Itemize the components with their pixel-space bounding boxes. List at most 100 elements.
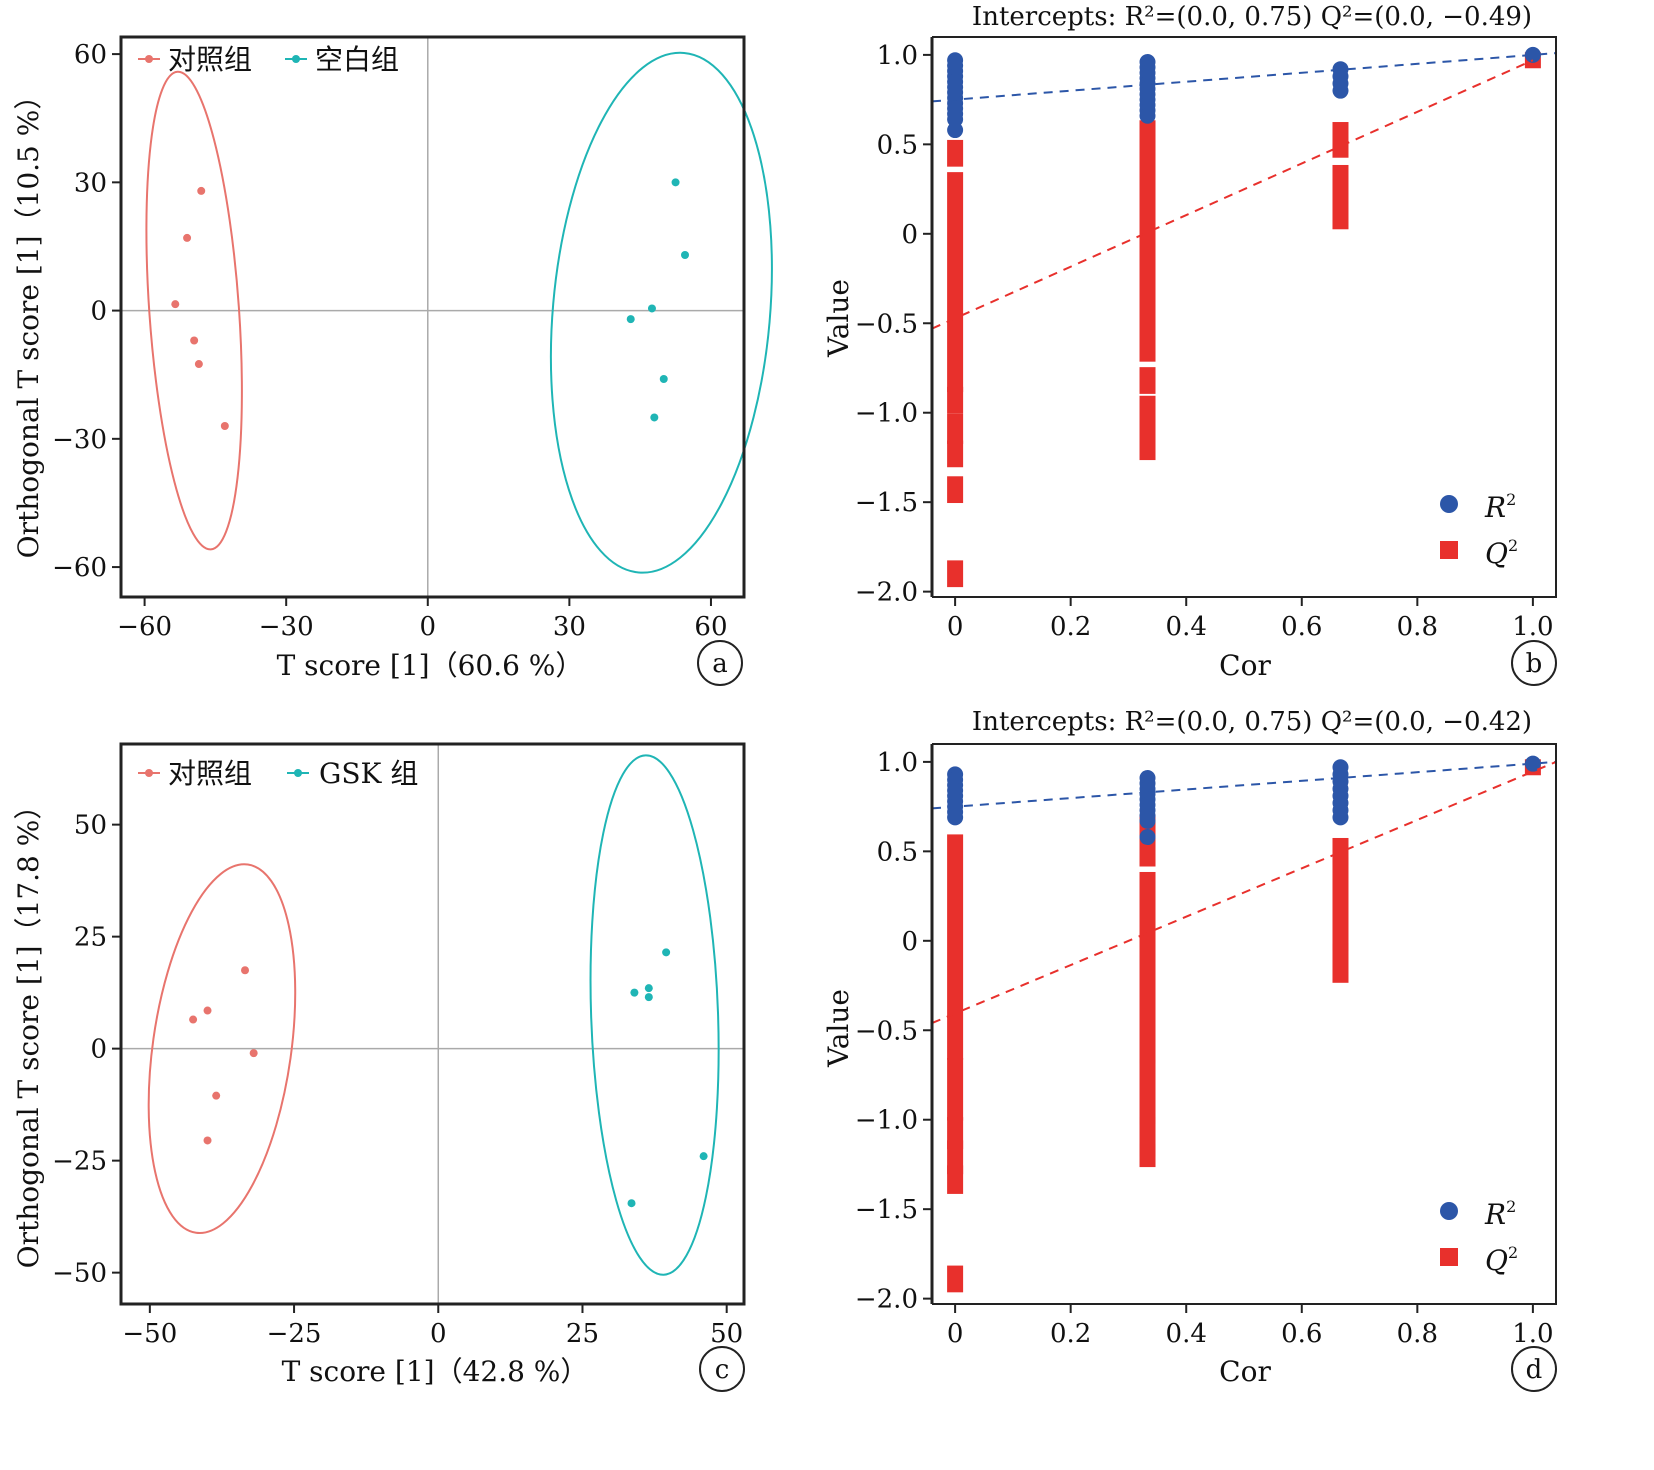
panel-a-y-axis-label: Orthogonal T score [1]（10.5 %）: [12, 82, 45, 559]
y-tick-label: −1.0: [855, 399, 918, 429]
legend-marker-q2: [1440, 1248, 1458, 1266]
panel-b-marks: [931, 46, 1557, 588]
sample-point-control: [203, 1136, 212, 1145]
sample-point-treatment: [681, 251, 690, 260]
panel-d-letter: d: [1526, 1355, 1543, 1385]
y-tick-label: 0: [901, 927, 918, 957]
legend-marker-control: [145, 55, 153, 63]
panel-b-letter-circle: [1511, 640, 1557, 686]
sample-point-control: [203, 1006, 212, 1015]
q2-permutation-column: [1139, 837, 1156, 867]
panel-b-y-axis-label: Value: [822, 279, 855, 358]
y-tick-label: 1.0: [877, 748, 918, 778]
q2-permutation-column: [1332, 164, 1349, 230]
x-tick-label: 0.6: [1281, 1319, 1322, 1349]
confidence-ellipse-control: [145, 70, 243, 551]
panel-b-legend: R2 Q2: [1440, 490, 1518, 570]
sample-point-control: [183, 233, 192, 242]
r2-point: [947, 122, 964, 139]
x-tick-label: 50: [710, 1319, 743, 1349]
panel-c-letter-circle: [699, 1346, 745, 1392]
q2-permutation-column: [1139, 1143, 1156, 1168]
sample-point-treatment: [647, 304, 656, 313]
q2-permutation-column: [1139, 120, 1156, 362]
panel-d-permutation-plot: Intercepts: R²=(0.0, 0.75) Q²=(0.0, −0.4…: [822, 707, 1557, 1392]
sample-point-treatment: [650, 413, 659, 422]
x-tick-label: 30: [553, 612, 586, 642]
panel-d-x-axis-label: Cor: [1219, 1355, 1271, 1388]
q2-permutation-column: [1332, 122, 1349, 158]
q2-permutation-column: [947, 560, 964, 588]
sample-point-control: [194, 360, 203, 369]
r2-regression-line: [931, 52, 1557, 103]
q2-permutation-column: [1139, 871, 1156, 1064]
legend-label-treatment: GSK 组: [319, 757, 418, 790]
panel-d-frame-right: [932, 743, 1557, 1305]
x-tick-label: −30: [259, 612, 314, 642]
legend-label-treatment: 空白组: [315, 43, 399, 76]
panel-b-permutation-plot: Intercepts: R²=(0.0, 0.75) Q²=(0.0, −0.4…: [822, 2, 1557, 686]
panel-b-x-axis-label: Cor: [1219, 649, 1271, 682]
y-tick-label: −25: [52, 1147, 107, 1177]
x-tick-label: −50: [122, 1319, 177, 1349]
y-tick-label: 25: [74, 923, 107, 953]
sample-point-treatment: [644, 984, 653, 993]
sample-point-treatment: [671, 178, 680, 187]
panel-d-y-axis-label: Value: [822, 989, 855, 1068]
sample-point-control: [241, 966, 250, 975]
panel-a-legend: 对照组 空白组: [138, 43, 399, 76]
x-tick-label: 60: [694, 612, 727, 642]
legend-label-q2: Q2: [1485, 1243, 1518, 1277]
panel-c-score-plot: −50 −25 0 25 50 −50 −25 0 25 50 对照组 GSK 组 T score…: [12, 742, 746, 1392]
legend-label-r2: R2: [1484, 490, 1516, 524]
panel-c-ticks: −50 −25 0 25 50 −50 −25 0 25 50: [52, 811, 743, 1349]
x-tick-label: 1.0: [1512, 1319, 1553, 1349]
y-tick-label: −0.5: [855, 1016, 918, 1046]
y-tick-label: 60: [74, 40, 107, 70]
q2-permutation-column: [1139, 367, 1156, 394]
r2-point: [1139, 107, 1156, 124]
r2-regression-line: [931, 760, 1557, 810]
x-tick-label: 0.4: [1166, 1319, 1207, 1349]
q2-permutation-column: [947, 172, 964, 393]
panel-d-ticks: 0 0.2 0.4 0.6 0.8 1.0 −2.0 −1.5 −1.0 −0.5 0 0.5 1.0: [855, 748, 1554, 1349]
sample-point-treatment: [627, 1199, 636, 1208]
legend-marker-treatment: [292, 55, 300, 63]
q2-permutation-column: [947, 413, 964, 444]
panel-a-score-plot: −60 −30 0 30 60 −60 −30 0 30 60 对照组 空白组 T score […: [12, 35, 773, 686]
x-tick-label: 25: [566, 1319, 599, 1349]
x-tick-label: −25: [267, 1319, 322, 1349]
q2-permutation-column: [947, 834, 964, 1060]
sample-point-treatment: [699, 1152, 708, 1161]
r2-point: [1139, 812, 1156, 829]
sample-point-control: [220, 422, 229, 431]
x-tick-label: 0: [430, 1319, 447, 1349]
y-tick-label: 0: [901, 220, 918, 250]
y-tick-label: 1.0: [877, 41, 918, 71]
y-tick-label: 50: [74, 811, 107, 841]
legend-label-q2: Q2: [1485, 536, 1518, 570]
r2-point: [1332, 809, 1349, 826]
x-tick-label: 0: [420, 612, 437, 642]
sample-point-control: [171, 300, 180, 309]
legend-marker-control: [145, 769, 153, 777]
sample-point-treatment: [659, 374, 668, 383]
panel-c-frame: [119, 742, 746, 1306]
confidence-ellipse-treatment: [549, 51, 773, 574]
panel-c-y-axis-label: Orthogonal T score [1]（17.8 %）: [12, 792, 45, 1269]
y-tick-label: −2.0: [855, 578, 918, 608]
panel-a-marks: [121, 37, 773, 597]
x-tick-label: 0: [947, 1319, 964, 1349]
y-tick-label: −0.5: [855, 309, 918, 339]
q2-regression-line: [931, 760, 1557, 1025]
q2-permutation-column: [947, 1165, 964, 1194]
y-tick-label: 0: [90, 1035, 107, 1065]
q2-permutation-column: [947, 440, 964, 468]
sample-point-control: [189, 1015, 198, 1024]
x-tick-label: 0.4: [1166, 612, 1207, 642]
figure-canvas: −60 −30 0 30 60 −60 −30 0 30 60 对照组 空白组 T score […: [12, 2, 1557, 1392]
x-tick-label: −60: [117, 612, 172, 642]
panel-a-letter-circle: [697, 640, 743, 686]
panel-c-letter: c: [715, 1355, 730, 1385]
panel-c-x-axis-label: T score [1]（42.8 %）: [282, 1355, 589, 1388]
